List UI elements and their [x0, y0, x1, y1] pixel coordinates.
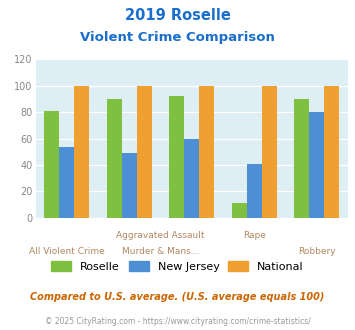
Bar	[232, 203, 247, 218]
Bar	[122, 153, 137, 218]
Bar	[59, 147, 74, 218]
Text: Robbery: Robbery	[298, 248, 335, 256]
Bar	[169, 96, 184, 218]
Bar	[294, 99, 309, 218]
Legend: Roselle, New Jersey, National: Roselle, New Jersey, National	[47, 256, 308, 276]
Bar	[262, 86, 277, 218]
Bar	[199, 86, 214, 218]
Bar	[137, 86, 152, 218]
Text: All Violent Crime: All Violent Crime	[29, 248, 105, 256]
Bar	[184, 139, 199, 218]
Text: © 2025 CityRating.com - https://www.cityrating.com/crime-statistics/: © 2025 CityRating.com - https://www.city…	[45, 317, 310, 326]
Text: Violent Crime Comparison: Violent Crime Comparison	[80, 31, 275, 44]
Text: Murder & Mans...: Murder & Mans...	[122, 248, 199, 256]
Bar	[44, 111, 59, 218]
Bar	[74, 86, 89, 218]
Text: Rape: Rape	[243, 231, 266, 240]
Text: Aggravated Assault: Aggravated Assault	[116, 231, 205, 240]
Bar	[309, 112, 324, 218]
Bar	[247, 164, 262, 218]
Text: 2019 Roselle: 2019 Roselle	[125, 8, 230, 23]
Bar	[324, 86, 339, 218]
Text: Compared to U.S. average. (U.S. average equals 100): Compared to U.S. average. (U.S. average …	[30, 292, 325, 302]
Bar	[107, 99, 122, 218]
